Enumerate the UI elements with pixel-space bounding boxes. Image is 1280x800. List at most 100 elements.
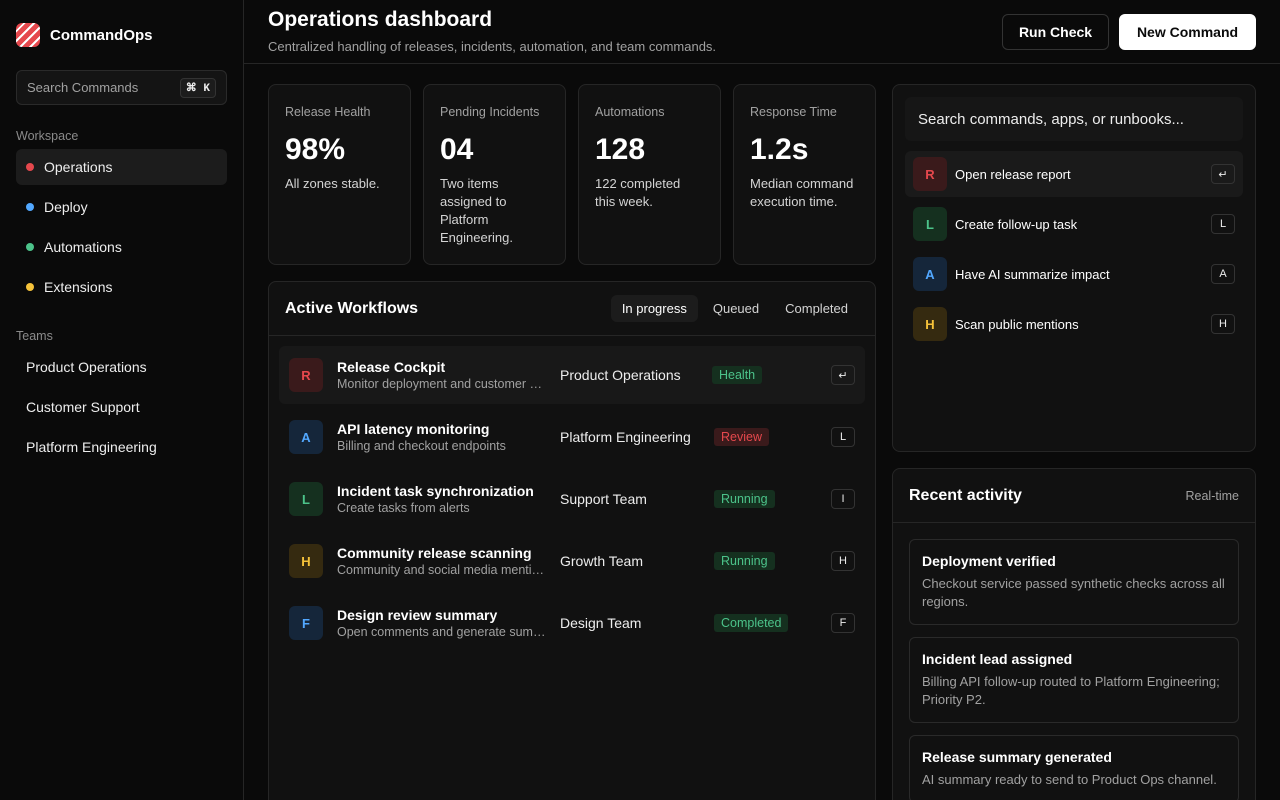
activity-header: Recent activity Real-time [893,469,1255,523]
workflow-name: API latency monitoring [337,421,490,437]
workflow-row-incident-sync[interactable]: L Incident task synchronization Create t… [279,470,865,528]
status-badge: Review [714,428,769,446]
activity-name: Release summary generated [922,749,1112,765]
workflow-desc: Monitor deployment and customer health [337,377,547,391]
palette-avatar: A [913,257,947,291]
palette-avatar: H [913,307,947,341]
stat-label: Automations [595,105,665,119]
workflow-row-release-cockpit[interactable]: R Release Cockpit Monitor deployment and… [279,346,865,404]
palette-item-label: Create follow-up task [955,216,1078,232]
palette-item-ai-summarize[interactable]: A Have AI summarize impact A [905,251,1243,297]
row-shortcut: F [831,613,855,633]
workflow-team: Platform Engineering [560,429,691,445]
workflow-desc: Billing and checkout endpoints [337,439,506,453]
search-placeholder: Search Commands [27,80,139,95]
new-command-button[interactable]: New Command [1119,14,1256,50]
sidebar-team-platform-engineering[interactable]: Platform Engineering [26,439,157,455]
status-badge: Running [714,552,775,570]
workflow-name: Community release scanning [337,545,532,561]
sidebar-item-extensions[interactable]: Extensions [16,269,227,305]
activity-card[interactable]: Incident lead assigned Billing API follo… [909,637,1239,723]
dot-icon [26,203,34,211]
dot-icon [26,243,34,251]
row-shortcut: I [831,489,855,509]
stat-desc: 122 completed this week. [595,176,681,209]
workflow-name: Design review summary [337,607,498,623]
status-badge: Running [714,490,775,508]
enter-key-icon: ↵ [1211,164,1235,184]
palette-item-label: Open release report [955,166,1071,182]
activity-desc: Billing API follow-up routed to Platform… [922,674,1220,707]
workflow-row-api-latency[interactable]: A API latency monitoring Billing and che… [279,408,865,466]
palette-item-create-follow-up[interactable]: L Create follow-up task L [905,201,1243,247]
palette-item-open-release-report[interactable]: R Open release report ↵ [905,151,1243,197]
page-title: Operations dashboard [268,8,493,31]
palette-search-input[interactable]: Search commands, apps, or runbooks... [905,97,1243,141]
stat-desc: Median command execution time. [750,176,854,209]
command-palette: Search commands, apps, or runbooks... R … [892,84,1256,452]
brand[interactable]: CommandOps [16,0,227,70]
workspace-label: Workspace [16,129,79,143]
workflow-team: Support Team [560,491,647,507]
page-subtitle: Centralized handling of releases, incide… [268,39,717,54]
workflow-name: Incident task synchronization [337,483,534,499]
palette-shortcut: A [1211,264,1235,284]
status-badge: Health [712,366,763,384]
workflow-avatar: H [289,544,323,578]
activity-name: Deployment verified [922,553,1056,569]
status-badge: Completed [714,614,789,632]
sidebar-item-label: Operations [44,159,113,175]
sidebar-item-deploy[interactable]: Deploy [16,189,227,225]
workflows-header: Active Workflows In progress Queued Comp… [269,282,875,336]
activity-list: Deployment verified Checkout service pas… [893,523,1255,800]
dot-icon [26,163,34,171]
tab-completed[interactable]: Completed [785,301,848,316]
palette-avatar: R [913,157,947,191]
enter-key-icon: ↵ [831,365,855,385]
palette-shortcut: H [1211,314,1235,334]
workflow-team: Product Operations [560,367,681,383]
workflow-avatar: R [289,358,323,392]
sidebar: CommandOps Search Commands ⌘ K Workspace… [0,0,244,800]
commandops-logo-icon [16,23,40,47]
palette-item-scan-mentions[interactable]: H Scan public mentions H [905,301,1243,347]
stat-desc: Two items assigned to Platform Engineeri… [440,176,513,245]
stat-label: Response Time [750,105,837,119]
workflow-row-design-review[interactable]: F Design review summary Open comments an… [279,594,865,652]
stat-desc: All zones stable. [285,176,380,191]
teams-label: Teams [16,329,53,343]
workflows-title: Active Workflows [285,299,419,317]
stat-label: Release Health [285,105,371,119]
row-shortcut: H [831,551,855,571]
activity-card[interactable]: Deployment verified Checkout service pas… [909,539,1239,625]
workflow-team: Design Team [560,615,642,631]
search-commands-input[interactable]: Search Commands ⌘ K [16,70,227,105]
stat-label: Pending Incidents [440,105,540,119]
palette-avatar: L [913,207,947,241]
stat-value: 1.2s [750,133,809,166]
tab-in-progress[interactable]: In progress [610,295,698,322]
activity-title: Recent activity [909,486,1022,504]
tab-queued[interactable]: Queued [712,301,760,316]
activity-card[interactable]: Release summary generated AI summary rea… [909,735,1239,800]
dot-icon [26,283,34,291]
stat-value: 128 [595,133,646,166]
palette-item-label: Scan public mentions [955,316,1079,332]
workflow-row-community-scanning[interactable]: H Community release scanning Community a… [279,532,865,590]
sidebar-team-customer-support[interactable]: Customer Support [26,399,140,415]
sidebar-item-automations[interactable]: Automations [16,229,227,265]
activity-desc: Checkout service passed synthetic checks… [922,576,1225,609]
workflow-list: R Release Cockpit Monitor deployment and… [269,336,875,666]
workflow-desc: Community and social media mentions [337,563,547,577]
page-header: Operations dashboard Centralized handlin… [244,0,1280,64]
stat-value: 04 [440,133,474,166]
sidebar-team-product-operations[interactable]: Product Operations [26,359,147,375]
row-shortcut: L [831,427,855,447]
palette-item-label: Have AI summarize impact [955,266,1110,282]
workflow-desc: Open comments and generate summary [337,625,547,639]
sidebar-item-label: Automations [44,239,122,255]
run-check-button[interactable]: Run Check [1002,14,1109,50]
stat-card-pending-incidents: Pending Incidents 04 Two items assigned … [423,84,566,265]
stat-value: 98% [285,133,346,166]
sidebar-item-operations[interactable]: Operations [16,149,227,185]
